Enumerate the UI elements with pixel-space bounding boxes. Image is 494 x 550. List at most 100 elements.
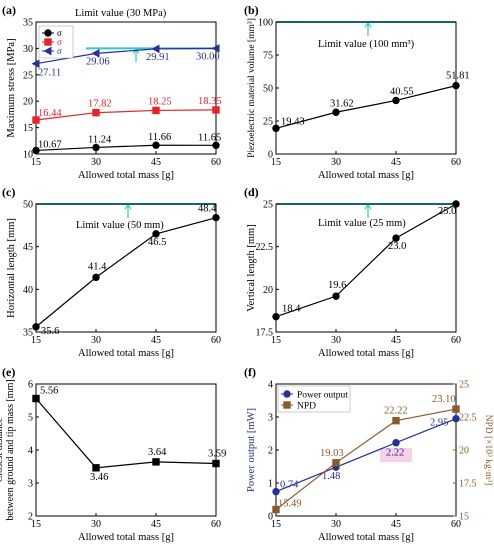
data-point [32,323,40,331]
legend-marker [44,29,52,37]
data-point [152,141,160,149]
data-point [392,96,400,105]
panel-4: Limit value (25 mm) 15 30 45 60 17.5 20 22.5 25 A… [244,185,461,359]
y-tick-label: 3 [28,479,33,490]
data-label: 27.11 [38,68,61,79]
x-axis-label: Allowed total mass [g] [78,532,174,543]
data-label: 3.59 [208,449,226,460]
data-point [392,416,400,425]
panel-1: Limit value (30 MPa)15 30 45 60101520253035… [2,3,222,181]
y-tick-label: 17.5 [256,328,274,339]
limit-arrow-head [364,204,372,210]
legend-label: Power output [297,391,348,401]
x-tick-label: 30 [91,519,101,530]
axes-frame [35,21,217,155]
data-label: 18.35 [198,96,222,107]
data-label: 35.6 [41,326,59,337]
data-label: 29.91 [146,52,170,63]
x-tick-label: 30 [331,519,341,530]
x-tick-label: 60 [451,335,461,346]
x-tick-label: 45 [391,335,401,346]
x-axis-label: Allowed total mass [g] [78,348,174,359]
data-point [211,44,220,53]
legend-label: NPD [297,402,316,412]
y-axis-label: Piezoelectric material volume [mm³] [247,18,257,158]
data-point [332,108,340,116]
limit-label: Limit value (30 MPa) [75,8,167,19]
y-axis-label: Vertical length [mm] [246,224,257,311]
x-tick-label: 30 [91,335,101,346]
legend-marker [44,38,52,46]
data-label: 16.44 [38,108,62,119]
data-point [92,143,100,152]
data-point [32,394,40,403]
panel-2: Limit value (100 mm³) 15 30 45 60 0 25 50 75 100 A… [244,3,470,181]
x-tick-label: 45 [391,157,401,168]
data-label: 51.81 [446,71,470,82]
data-point [272,124,280,133]
data-label: 2.95 [430,418,448,429]
data-point [272,505,280,514]
data-label: 3.64 [148,447,167,458]
y-tick-label: 50 [23,200,33,211]
y2-axis-label: NPD [×10³ kg·m³] [483,415,493,486]
panel-label: (c) [2,185,15,199]
data-label: 25.0 [438,206,456,217]
y-tick-label: 50 [263,84,273,95]
data-point [31,59,40,68]
x-tick-label: 15 [31,335,41,346]
data-label: 11.24 [88,134,112,145]
data-point [392,234,400,242]
data-label: 19.6 [328,280,346,291]
data-label: 18.25 [148,96,172,107]
series-line [275,418,457,493]
data-point [452,414,460,423]
data-point [212,106,220,114]
panel-label: (a) [2,3,16,17]
y-tick-label: 2 [268,446,273,457]
panel-label: (b) [244,3,259,17]
y-tick-label: 100 [258,18,273,29]
y2-tick-label: 17.5 [459,479,477,490]
limit-arrow-head [132,48,140,54]
data-label: 0.74 [280,480,299,491]
data-point [452,405,460,413]
y2-tick-label: 22.5 [459,413,477,424]
y-tick-label: 0 [268,150,273,161]
legend-marker [283,390,291,398]
y-tick-label: 1 [268,479,273,490]
data-point [92,273,100,282]
y2-tick-label: 15 [459,512,469,523]
y-tick-label: 35 [23,18,33,29]
data-point [32,116,40,124]
x-tick-label: 30 [331,335,341,346]
series-line [35,217,217,328]
axes-frame [35,383,217,517]
data-label: 48.4 [198,204,217,215]
data-point [32,146,40,155]
y-axis-label: between ground and tip mass [mm] [5,379,16,520]
x-tick-label: 60 [211,519,221,530]
y-tick-label: 35 [23,328,33,339]
y-axis-label: Closest distance [0,417,5,482]
panel-6: 15 30 45 60 0 1 2 3 4 15 17.5 20 22.5 25 NPD [×10³ kg·… [244,365,493,543]
y-tick-label: 10 [23,150,33,161]
y-tick-label: 25 [23,70,33,81]
data-label: 46.5 [148,237,166,248]
data-label: 22.22 [384,406,408,417]
y-tick-label: 25 [263,117,273,128]
x-tick-label: 15 [271,519,281,530]
series-line [35,109,217,121]
data-label: 29.06 [86,56,110,67]
data-point [152,230,160,238]
y2-tick-label: 25 [459,380,469,391]
legend-marker [283,401,291,409]
y-tick-label: 25 [263,200,273,211]
data-label: 18.4 [282,304,301,315]
data-point [152,458,160,466]
y-tick-label: 45 [23,242,33,253]
axes-frame [35,203,217,333]
